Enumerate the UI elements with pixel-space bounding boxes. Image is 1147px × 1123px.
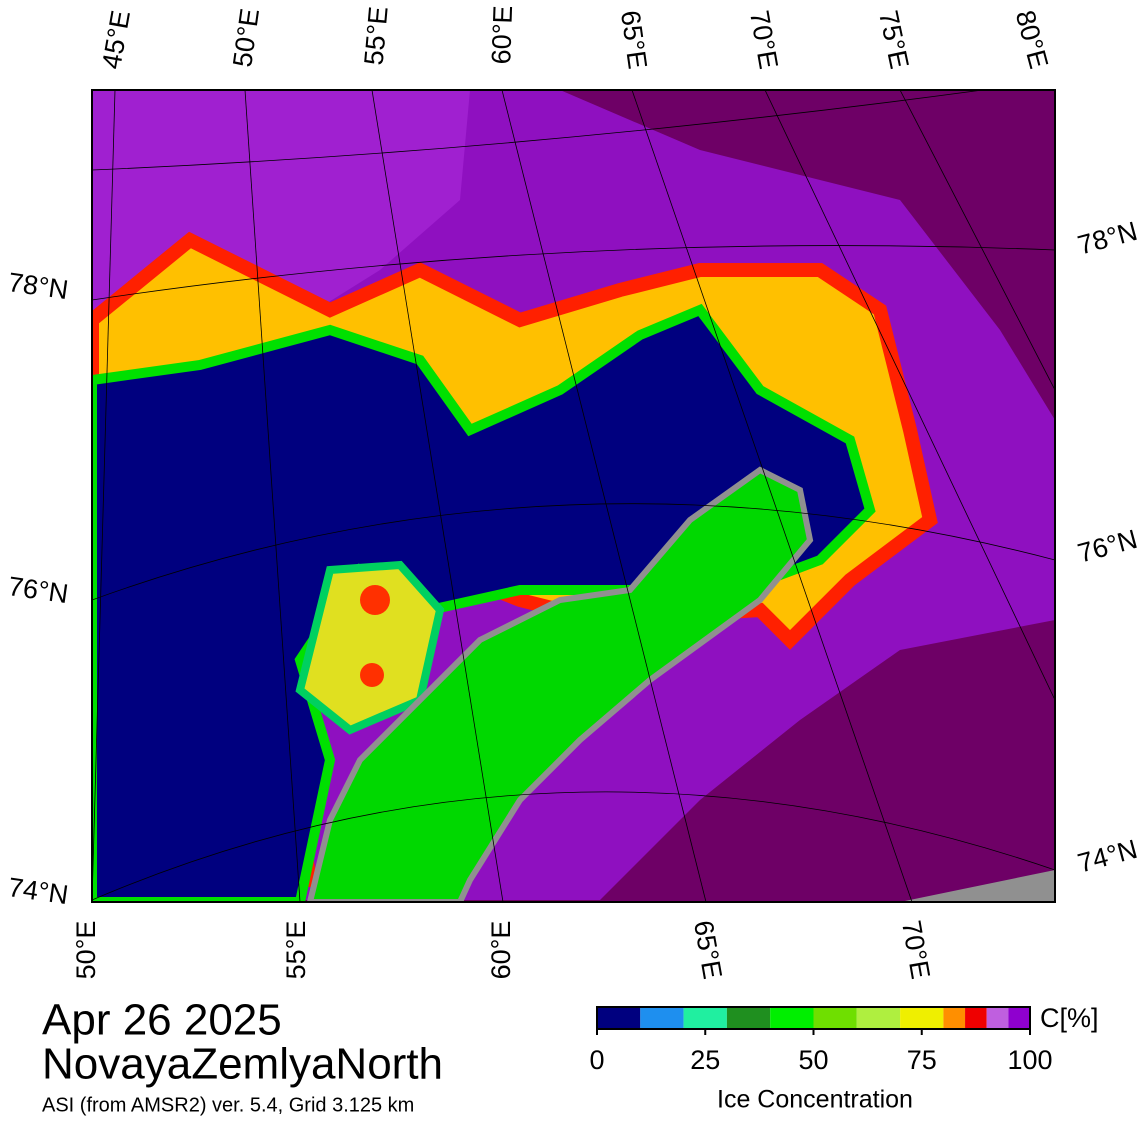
land [900,870,1055,902]
longitude-label: 60°E [486,5,518,65]
colorbar-unit: C[%] [1040,1003,1099,1033]
colorbar-segment [726,1007,771,1029]
longitude-label: 80°E [1010,7,1054,72]
colorbar-tick-label: 25 [690,1045,720,1075]
colorbar-tick-label: 0 [589,1045,604,1075]
latitude-label: 76°N [6,571,70,609]
longitude-label: 65°E [688,918,728,981]
source: ASI (from AMSR2) ver. 5.4, Grid 3.125 km [42,1094,414,1116]
colorbar-segment [965,1007,987,1029]
graticule [92,90,1055,902]
longitude-label: 75°E [873,8,915,72]
latitude-label: 74°N [1074,834,1140,879]
longitude-label: 45°E [96,8,136,71]
colorbar-tick-label: 50 [798,1045,828,1075]
longitude-label: 65°E [615,9,653,71]
colorbar-tick-label: 100 [1007,1045,1052,1075]
latitude-label: 74°N [6,872,70,910]
map-frame [91,89,1056,903]
ice-map [92,90,1055,902]
colorbar-segment [1008,1007,1030,1029]
colorbar-segment [900,1007,944,1029]
novaya-zemlya [306,466,814,902]
latitude-label: 78°N [1074,216,1140,261]
colorbar-segment [943,1007,966,1029]
colorbar-tick-label: 75 [907,1045,937,1075]
ice-patch [360,663,384,687]
colorbar-segment [770,1007,814,1029]
longitude-label: 70°E [744,8,784,71]
longitude-label: 55°E [359,5,394,66]
longitude-label: 50°E [227,7,265,69]
longitude-label: 70°E [896,918,936,981]
colorbar-segment [813,1007,857,1029]
latitude-label: 76°N [1074,524,1140,569]
open-water [92,303,876,902]
longitude-label: 60°E [486,921,516,980]
longitude-label: 50°E [71,921,101,980]
colorbar-segment [683,1007,727,1029]
longitude-label: 55°E [281,921,311,980]
colorbar-segment [597,1007,641,1029]
latitude-label: 78°N [6,267,70,305]
colorbar-segment [640,1007,684,1029]
colorbar-segment [856,1007,901,1029]
ice-patch [360,585,390,615]
colorbar-segment [986,1007,1009,1029]
region: NovayaZemlyaNorth [42,1040,443,1089]
date: Apr 26 2025 [42,996,282,1045]
colorbar-label: Ice Concentration [717,1086,913,1114]
